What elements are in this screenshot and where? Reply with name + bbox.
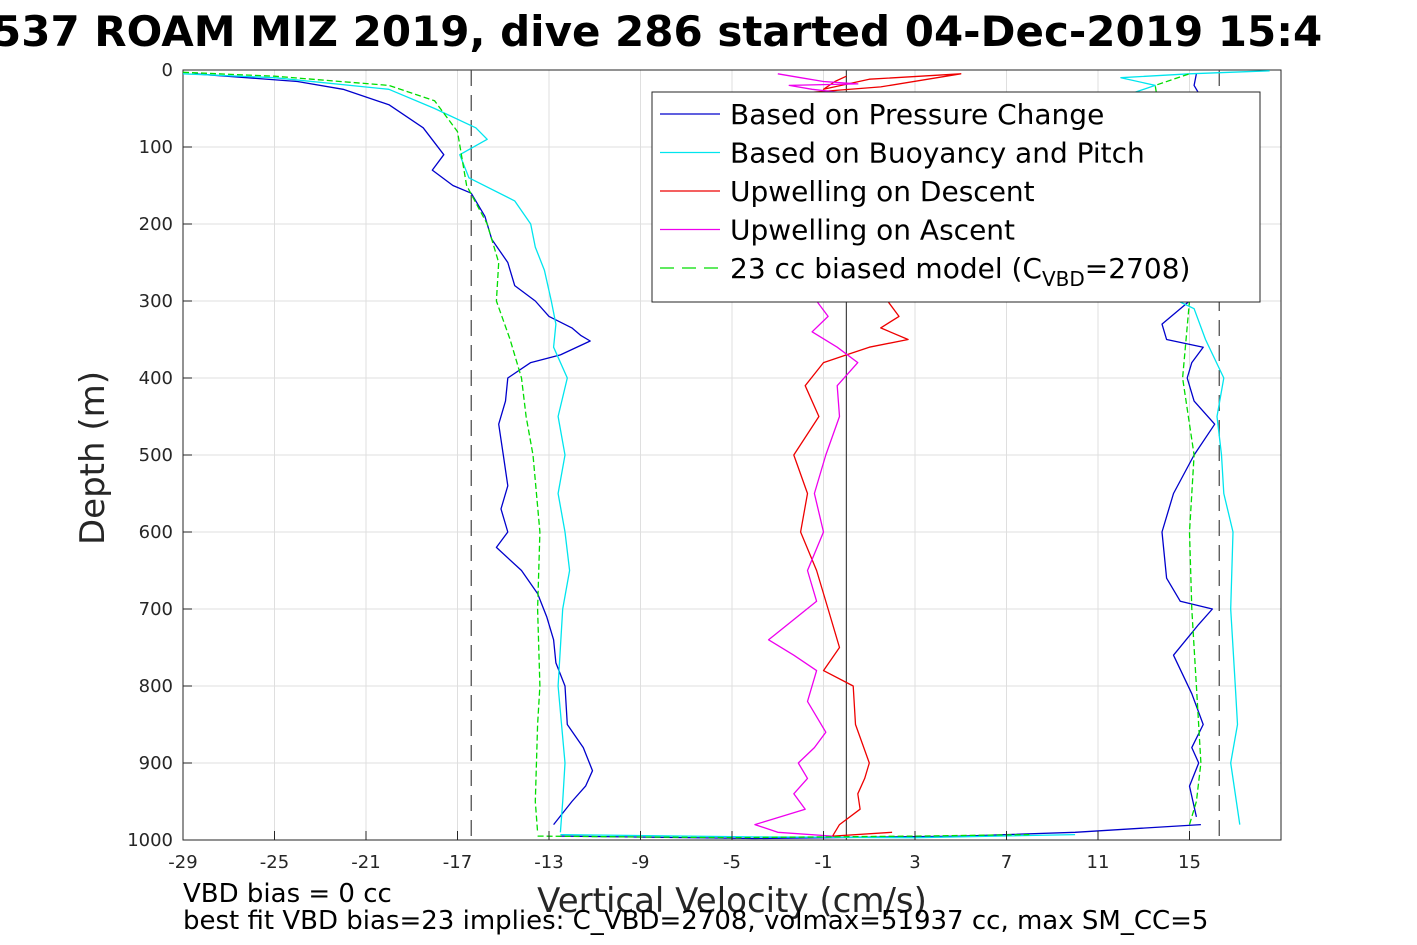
series-line-1 (1120, 70, 1270, 825)
legend-box (651, 91, 1261, 303)
x-tick-label: -17 (443, 852, 472, 873)
x-tick-label: -9 (632, 852, 650, 873)
x-tick-label: -13 (534, 852, 563, 873)
footer-line-2: best fit VBD bias=23 implies: C_VBD=2708… (183, 906, 1208, 936)
y-tick-label: 500 (139, 445, 173, 466)
series-line-3 (777, 73, 859, 94)
legend-label-1: Based on Buoyancy and Pitch (730, 137, 1145, 170)
series-line-2 (793, 300, 909, 837)
legend: Based on Pressure Change Based on Buoyanc… (651, 91, 1261, 303)
x-tick-label: 7 (1001, 852, 1012, 873)
y-tick-label: 200 (139, 214, 173, 235)
series-line-3 (754, 300, 859, 837)
y-tick-label: 0 (162, 60, 173, 81)
y-tick-labels: 0 100 200 300 400 500 600 700 800 900 1000 (127, 60, 192, 851)
y-tick-label: 700 (139, 599, 173, 620)
y-tick-label: 600 (139, 522, 173, 543)
y-tick-label: 300 (139, 291, 173, 312)
legend-label-4: 23 cc biased model (CVBD=2708) (730, 252, 1190, 291)
y-tick-label: 400 (139, 368, 173, 389)
chart-title: 537 ROAM MIZ 2019, dive 286 started 04-D… (0, 7, 1322, 56)
legend-label-0: Based on Pressure Change (730, 98, 1104, 131)
footer-line-1: VBD bias = 0 cc (183, 879, 392, 909)
y-tick-label: 900 (139, 753, 173, 774)
y-tick-label: 100 (139, 137, 173, 158)
x-tick-label: -29 (168, 852, 197, 873)
x-axis-label: Vertical Velocity (cm/s) (537, 881, 927, 921)
series-line-1 (182, 73, 571, 833)
x-tick-label: 3 (909, 852, 920, 873)
series-line-4 (537, 833, 1030, 839)
x-tick-label: -5 (723, 852, 741, 873)
x-tick-label: -1 (815, 852, 833, 873)
series-line-2 (800, 73, 962, 94)
y-tick-label: 1000 (127, 830, 173, 851)
legend-label-2: Upwelling on Descent (730, 175, 1035, 208)
y-axis-label: Depth (m) (73, 371, 113, 545)
x-tick-label: -21 (351, 852, 380, 873)
series-line-4 (182, 71, 541, 833)
x-tick-label: -25 (260, 852, 289, 873)
x-tick-labels: -29 -25 -21 -17 -13 -9 -5 -1 3 7 11 15 (168, 831, 1201, 873)
y-tick-label: 800 (139, 676, 173, 697)
x-tick-label: 15 (1178, 852, 1201, 873)
x-tick-label: 11 (1087, 852, 1110, 873)
legend-label-3: Upwelling on Ascent (730, 214, 1015, 247)
